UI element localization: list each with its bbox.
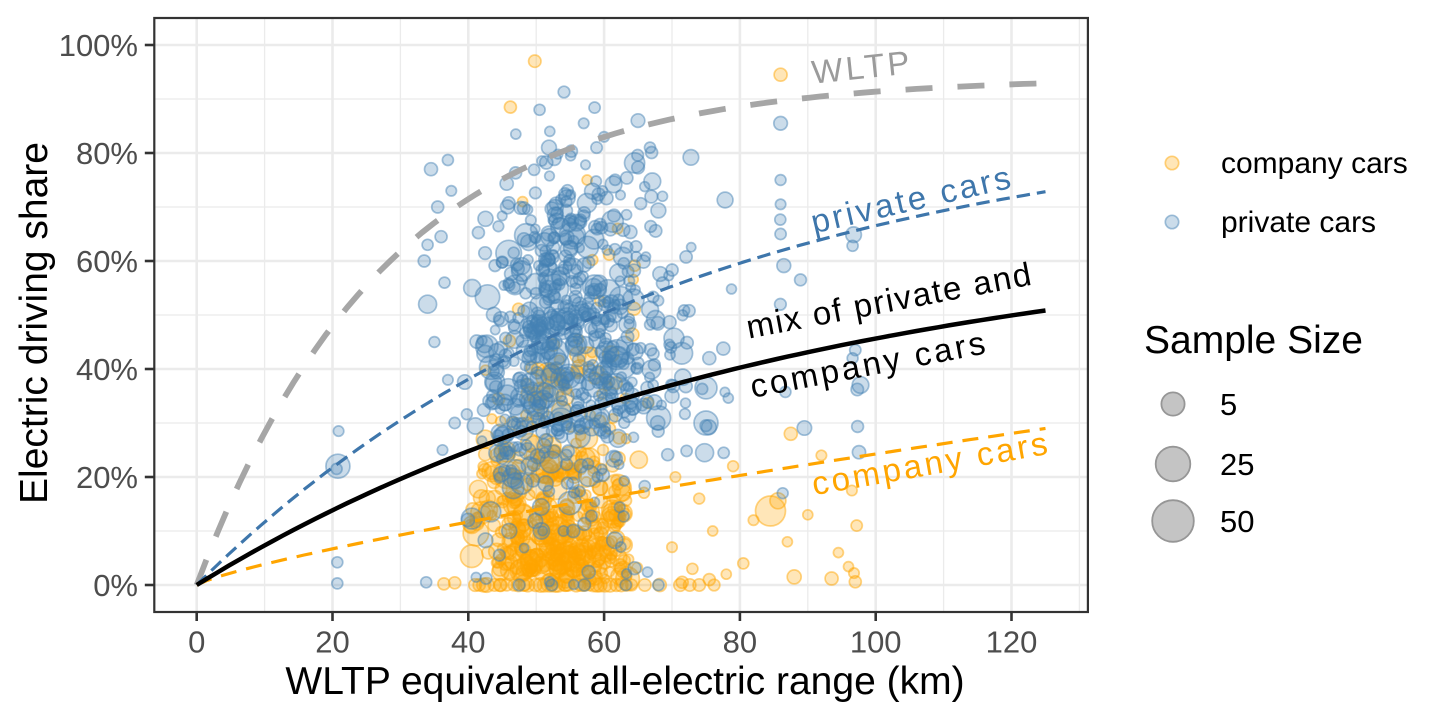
svg-text:80%: 80% bbox=[76, 136, 138, 171]
svg-text:Sample Size: Sample Size bbox=[1144, 319, 1363, 362]
svg-text:20: 20 bbox=[315, 625, 349, 660]
svg-text:company cars: company cars bbox=[1221, 147, 1408, 180]
svg-text:60%: 60% bbox=[76, 244, 138, 279]
svg-text:120: 120 bbox=[986, 625, 1038, 660]
svg-text:WLTP equivalent all-electric r: WLTP equivalent all-electric range (km) bbox=[285, 660, 964, 703]
svg-text:80: 80 bbox=[723, 625, 757, 660]
svg-text:50: 50 bbox=[1220, 504, 1254, 539]
svg-text:20%: 20% bbox=[76, 460, 138, 495]
svg-text:25: 25 bbox=[1220, 447, 1254, 482]
svg-text:5: 5 bbox=[1220, 387, 1237, 422]
svg-text:0: 0 bbox=[188, 625, 205, 660]
svg-text:private cars: private cars bbox=[1221, 206, 1376, 239]
svg-text:0%: 0% bbox=[93, 568, 138, 603]
svg-text:40: 40 bbox=[451, 625, 485, 660]
svg-text:Electric driving share: Electric driving share bbox=[13, 142, 56, 504]
svg-text:100: 100 bbox=[850, 625, 902, 660]
svg-text:60: 60 bbox=[587, 625, 621, 660]
svg-text:100%: 100% bbox=[59, 28, 138, 63]
svg-text:40%: 40% bbox=[76, 352, 138, 387]
